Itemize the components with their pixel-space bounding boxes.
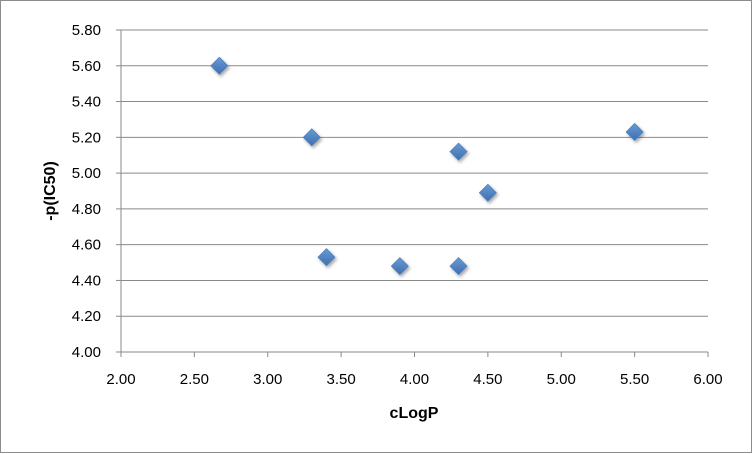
x-tick-label: 6.00 — [693, 371, 722, 388]
x-tick-label: 3.00 — [253, 371, 282, 388]
y-tick-label: 5.00 — [72, 165, 101, 182]
data-point-diamond — [449, 257, 468, 276]
x-tick-label: 5.00 — [547, 371, 576, 388]
y-tick-label: 4.80 — [72, 201, 101, 218]
y-tick-labels: 4.00 4.20 4.40 4.60 4.80 5.00 5.20 5.40 5.60 5.80 — [72, 22, 101, 361]
x-tick-labels: 2.00 2.50 3.00 3.50 4.00 4.50 5.00 5.50 6.00 — [106, 371, 722, 388]
x-tick-label: 3.50 — [327, 371, 356, 388]
y-tick-label: 4.00 — [72, 344, 101, 361]
data-point-diamond — [317, 248, 336, 267]
data-point-diamond — [625, 122, 644, 142]
y-tick-label: 5.80 — [72, 22, 101, 39]
y-axis-title: -p(IC50) — [42, 161, 59, 221]
data-point-diamond — [302, 128, 321, 147]
data-point-diamond — [390, 257, 409, 276]
y-tick-label: 4.20 — [72, 308, 101, 325]
axes — [116, 29, 709, 357]
x-tick-label: 4.00 — [400, 371, 429, 388]
y-tick-label: 5.20 — [72, 129, 101, 146]
x-axis-title: cLogP — [390, 405, 439, 422]
y-tick-label: 5.40 — [72, 94, 101, 111]
y-tick-label: 5.60 — [72, 58, 101, 75]
x-tick-label: 2.50 — [180, 371, 209, 388]
x-tick-label: 2.00 — [106, 371, 135, 388]
data-point-diamond — [449, 142, 468, 161]
gridlines — [121, 29, 708, 317]
x-tick-label: 4.50 — [473, 371, 502, 388]
x-tick-label: 5.50 — [620, 371, 649, 388]
data-point-diamond — [210, 56, 229, 75]
y-tick-label: 4.40 — [72, 272, 101, 289]
data-points — [210, 56, 644, 276]
data-point-diamond — [478, 183, 497, 202]
y-tick-label: 4.60 — [72, 237, 101, 254]
